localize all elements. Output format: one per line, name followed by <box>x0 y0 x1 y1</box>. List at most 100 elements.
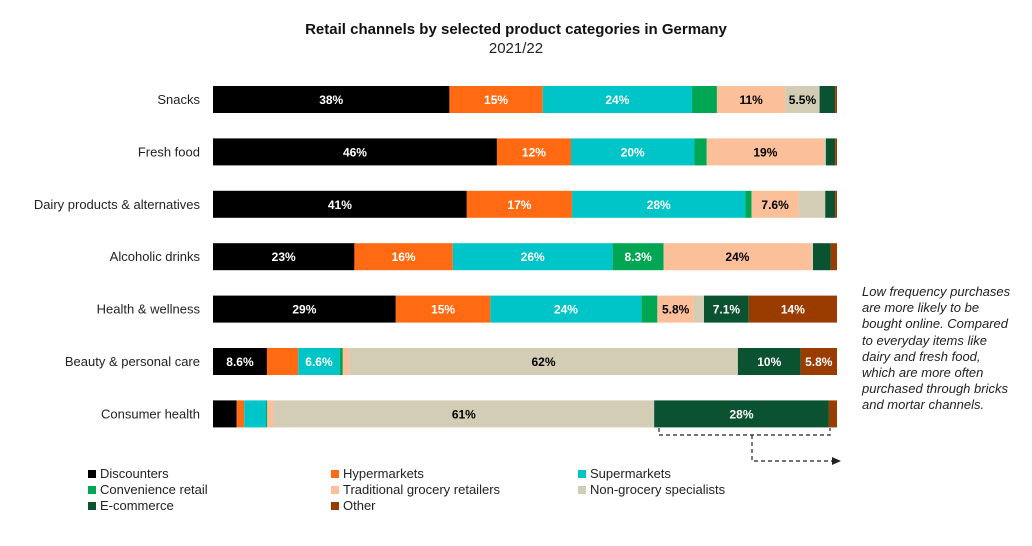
bar-segment-fresh-food-e-commerce <box>825 138 836 166</box>
value-label-alcoholic-drinks-supermarkets: 26% <box>521 250 545 264</box>
bar-segment-fresh-food-supermarkets <box>570 138 695 166</box>
value-label-snacks-discounters: 38% <box>319 93 343 107</box>
bar-segment-beauty-and-personal-care-e-commerce <box>737 348 801 375</box>
category-label-dairy-products-and-alternatives: Dairy products & alternatives <box>34 197 201 212</box>
category-label-fresh-food: Fresh food <box>138 144 200 159</box>
value-label-health-and-wellness-hypermarkets: 15% <box>431 303 455 317</box>
ecommerce-callout <box>658 428 841 465</box>
bar-segment-fresh-food-traditional-grocery-retailers <box>706 138 825 166</box>
bar-segment-snacks-convenience-retail <box>692 86 717 113</box>
value-label-consumer-health-e-commerce: 28% <box>730 407 754 421</box>
category-label-health-and-wellness: Health & wellness <box>97 302 201 317</box>
bar-segment-consumer-health-non-grocery-specialists <box>273 400 655 428</box>
legend-swatch <box>88 486 96 494</box>
legend-label: Traditional grocery retailers <box>343 482 501 497</box>
value-label-dairy-products-and-alternatives-hypermarkets: 17% <box>507 198 531 212</box>
bar-segment-fresh-food-discounters <box>213 138 497 166</box>
bar-segment-dairy-products-and-alternatives-convenience-retail <box>745 190 752 218</box>
legend-item-traditional-grocery-retailers: Traditional grocery retailers <box>331 482 500 497</box>
value-label-fresh-food-traditional-grocery-retailers: 19% <box>753 145 777 159</box>
bar-segment-dairy-products-and-alternatives-supermarkets <box>572 190 746 218</box>
bar-segment-alcoholic-drinks-non-grocery-specialists <box>811 243 814 271</box>
legend-swatch <box>88 502 96 510</box>
legend-label: Other <box>343 498 376 513</box>
value-label-dairy-products-and-alternatives-traditional-grocery-retailers: 7.6% <box>761 198 789 212</box>
value-label-alcoholic-drinks-traditional-grocery-retailers: 24% <box>725 250 749 264</box>
chart-subtitle: 2021/22 <box>488 40 544 57</box>
value-label-consumer-health-non-grocery-specialists: 61% <box>452 407 476 421</box>
bar-segment-beauty-and-personal-care-traditional-grocery-retailers <box>342 348 350 375</box>
bar-segment-health-and-wellness-other <box>748 295 837 323</box>
legend-swatch <box>331 470 339 478</box>
value-label-health-and-wellness-other: 14% <box>781 303 805 317</box>
annotation-text: Low frequency purchases are more likely … <box>862 284 1011 413</box>
bar-segment-consumer-health-other <box>828 400 837 428</box>
bar-segment-beauty-and-personal-care-other <box>800 348 837 375</box>
value-label-snacks-non-grocery-specialists: 5.5% <box>789 93 817 107</box>
legend-item-hypermarkets: Hypermarkets <box>331 466 424 481</box>
value-label-dairy-products-and-alternatives-supermarkets: 28% <box>647 198 671 212</box>
callout-dashed-line <box>658 428 833 462</box>
bar-segment-consumer-health-supermarkets <box>244 400 267 428</box>
bar-segment-dairy-products-and-alternatives-discounters <box>213 190 467 218</box>
legend-item-convenience-retail: Convenience retail <box>88 482 208 497</box>
legend-item-other: Other <box>331 498 376 513</box>
bar-segment-alcoholic-drinks-convenience-retail <box>612 243 664 271</box>
legend-item-discounters: Discounters <box>88 466 169 481</box>
value-label-health-and-wellness-traditional-grocery-retailers: 5.8% <box>662 303 690 317</box>
legend-swatch <box>331 502 339 510</box>
bar-segment-health-and-wellness-traditional-grocery-retailers <box>657 295 694 323</box>
legend-item-supermarkets: Supermarkets <box>578 466 671 481</box>
legend-label: Convenience retail <box>100 482 208 497</box>
legend-item-non-grocery-specialists: Non-grocery specialists <box>578 482 725 497</box>
bar-segment-alcoholic-drinks-other <box>830 243 837 271</box>
bar-segment-beauty-and-personal-care-convenience-retail <box>339 348 343 375</box>
legend-label: Discounters <box>100 466 169 481</box>
value-label-health-and-wellness-supermarkets: 24% <box>554 303 578 317</box>
value-label-beauty-and-personal-care-supermarkets: 6.6% <box>305 355 333 369</box>
bar-segment-consumer-health-traditional-grocery-retailers <box>267 400 274 428</box>
bar-segment-snacks-traditional-grocery-retailers <box>716 86 786 113</box>
legend-swatch <box>578 486 586 494</box>
category-label-snacks: Snacks <box>157 92 200 107</box>
bar-segment-dairy-products-and-alternatives-non-grocery-specialists <box>798 190 826 218</box>
bar-segment-snacks-non-grocery-specialists <box>785 86 820 113</box>
bar-segment-dairy-products-and-alternatives-hypermarkets <box>466 190 573 218</box>
bar-segment-consumer-health-e-commerce <box>654 400 829 428</box>
bar-segment-snacks-e-commerce <box>819 86 836 113</box>
bar-segment-alcoholic-drinks-hypermarkets <box>354 243 453 271</box>
value-label-health-and-wellness-discounters: 29% <box>292 303 316 317</box>
legend-label: E-commerce <box>100 498 174 513</box>
value-label-alcoholic-drinks-hypermarkets: 16% <box>392 250 416 264</box>
bar-segment-health-and-wellness-supermarkets <box>490 295 642 323</box>
legend-label: Hypermarkets <box>343 466 424 481</box>
bar-segment-alcoholic-drinks-supermarkets <box>452 243 613 271</box>
bar-segment-beauty-and-personal-care-discounters <box>213 348 267 375</box>
bar-segment-health-and-wellness-convenience-retail <box>641 295 658 323</box>
bar-segment-snacks-supermarkets <box>542 86 693 113</box>
bar-segment-alcoholic-drinks-traditional-grocery-retailers <box>663 243 812 271</box>
bar-segment-fresh-food-non-grocery-specialists <box>824 138 826 166</box>
value-label-fresh-food-hypermarkets: 12% <box>522 145 546 159</box>
bar-segment-fresh-food-hypermarkets <box>496 138 571 166</box>
legend-swatch <box>88 470 96 478</box>
value-label-snacks-hypermarkets: 15% <box>484 93 508 107</box>
bar-segment-dairy-products-and-alternatives-traditional-grocery-retailers <box>751 190 799 218</box>
legend-swatch <box>578 470 586 478</box>
bar-segment-beauty-and-personal-care-hypermarkets <box>266 348 299 375</box>
value-label-beauty-and-personal-care-non-grocery-specialists: 62% <box>531 355 555 369</box>
bars-layer: Snacks 38% 15% 24% 11% 5.5% Fresh food 46% 12% 20… <box>34 86 837 428</box>
bar-segment-health-and-wellness-non-grocery-specialists <box>693 295 704 323</box>
value-label-beauty-and-personal-care-other: 5.8% <box>805 355 833 369</box>
bar-segment-snacks-hypermarkets <box>449 86 543 113</box>
value-label-alcoholic-drinks-discounters: 23% <box>272 250 296 264</box>
chart-title: Retail channels by selected product cate… <box>305 21 727 38</box>
bar-segment-fresh-food-other <box>835 138 837 166</box>
bar-segment-dairy-products-and-alternatives-e-commerce <box>825 190 836 218</box>
value-label-snacks-supermarkets: 24% <box>605 93 629 107</box>
value-label-beauty-and-personal-care-discounters: 8.6% <box>226 355 254 369</box>
bar-segment-alcoholic-drinks-e-commerce <box>813 243 831 271</box>
legend-label: Non-grocery specialists <box>590 482 726 497</box>
bar-segment-alcoholic-drinks-discounters <box>213 243 355 271</box>
value-label-dairy-products-and-alternatives-discounters: 41% <box>328 198 352 212</box>
